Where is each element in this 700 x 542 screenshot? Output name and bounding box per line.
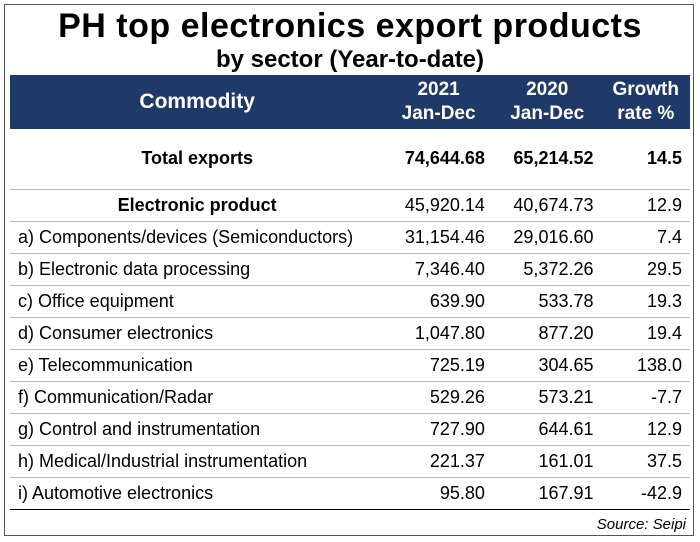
row-2021: 639.90 [429,290,485,311]
header-2020-period: Jan-Dec [510,103,585,124]
row-growth: 19.4 [646,322,682,343]
row-2020: 5,372.26 [523,258,594,279]
row-growth: 37.5 [646,450,682,471]
row-2021: 45,920.14 [404,194,485,215]
row-label: d) Consumer electronics [18,322,214,343]
row-2021: 529.26 [429,386,485,407]
header-growth-line1: Growth [612,79,680,100]
row-label: Electronic product [117,194,277,215]
header-growth-line2: rate % [617,103,675,124]
row-growth: 12.9 [646,418,682,439]
row-2021: 727.90 [429,418,485,439]
header-2021-period: Jan-Dec [401,103,476,124]
row-growth: 12.9 [646,194,682,215]
table-header-row: Commodity 2021 Jan-Dec 2020 Jan-Dec Grow… [10,75,690,129]
row-label: e) Telecommunication [18,354,193,375]
page-title: PH top electronics export products [58,7,642,45]
table-row: c) Office equipment 639.90 533.78 19.3 [10,285,690,317]
header-2021-year: 2021 [417,79,460,100]
row-2021: 1,047.80 [414,322,485,343]
row-2020: 161.01 [538,450,594,471]
row-label: a) Components/devices (Semiconductors) [18,226,354,247]
row-growth: 29.5 [646,258,682,279]
row-2020: 304.65 [538,354,594,375]
row-2020: 40,674.73 [513,194,594,215]
row-2020: 644.61 [538,418,594,439]
table-row: Electronic product 45,920.14 40,674.73 1… [10,189,690,221]
header-2020-year: 2020 [526,79,569,100]
table-row: f) Communication/Radar 529.26 573.21 -7.… [10,381,690,413]
table-row: g) Control and instrumentation 727.90 64… [10,413,690,445]
table-row: i) Automotive electronics 95.80 167.91 -… [10,477,690,509]
table-row: a) Components/devices (Semiconductors) 3… [10,221,690,253]
total-label: Total exports [141,148,253,169]
table-row: d) Consumer electronics 1,047.80 877.20 … [10,317,690,349]
row-2020: 167.91 [538,482,594,503]
row-growth: -7.7 [650,386,682,407]
total-exports-row: Total exports 74,644.68 65,214.52 14.5 [10,129,690,189]
source-note: Source: Seipi [596,516,686,533]
row-2020: 533.78 [538,290,594,311]
table-row: b) Electronic data processing 7,346.40 5… [10,253,690,285]
exports-table: Commodity 2021 Jan-Dec 2020 Jan-Dec Grow… [10,75,690,510]
table-row: h) Medical/Industrial instrumentation 22… [10,445,690,477]
row-2021: 221.37 [429,450,485,471]
total-growth: 14.5 [646,148,682,169]
header-commodity: Commodity [139,90,255,113]
row-label: b) Electronic data processing [18,258,251,279]
row-2021: 31,154.46 [404,226,485,247]
row-2020: 573.21 [538,386,594,407]
header-growth: Growth rate % [602,75,691,129]
row-growth: 19.3 [646,290,682,311]
row-2021: 7,346.40 [414,258,485,279]
row-label: g) Control and instrumentation [18,418,261,439]
row-2021: 725.19 [429,354,485,375]
row-label: f) Communication/Radar [18,386,214,407]
row-growth: 138.0 [636,354,682,375]
row-growth: -42.9 [640,482,682,503]
total-2021: 74,644.68 [404,148,485,169]
row-label: h) Medical/Industrial instrumentation [18,450,308,471]
row-label: i) Automotive electronics [18,482,214,503]
header-2020: 2020 Jan-Dec [493,75,602,129]
header-2021: 2021 Jan-Dec [384,75,493,129]
row-2020: 877.20 [538,322,594,343]
row-2020: 29,016.60 [513,226,594,247]
row-label: c) Office equipment [18,290,174,311]
row-growth: 7.4 [656,226,682,247]
row-2021: 95.80 [439,482,485,503]
table-row: e) Telecommunication 725.19 304.65 138.0 [10,349,690,381]
infographic-frame [4,4,694,536]
total-2020: 65,214.52 [513,148,594,169]
page-subtitle: by sector (Year-to-date) [215,46,485,73]
